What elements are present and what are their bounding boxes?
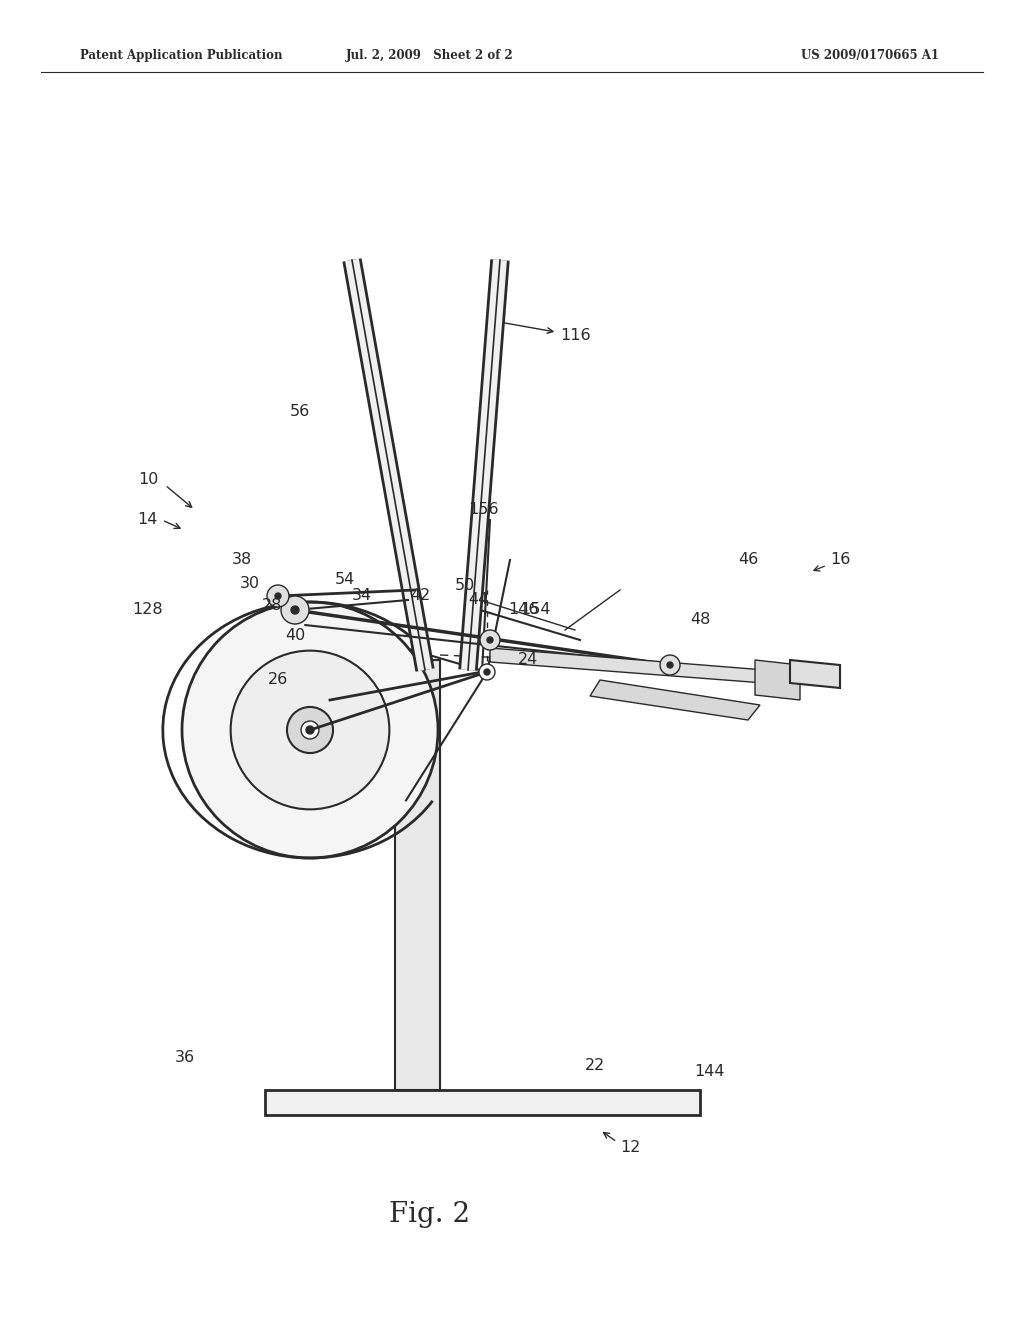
Text: 38: 38	[231, 553, 252, 568]
Circle shape	[660, 655, 680, 675]
Text: 30: 30	[240, 577, 260, 591]
Text: 14: 14	[137, 512, 158, 528]
Circle shape	[275, 593, 281, 599]
Text: 26: 26	[268, 672, 288, 688]
Polygon shape	[590, 680, 760, 719]
Circle shape	[182, 602, 438, 858]
Circle shape	[487, 638, 493, 643]
Text: 40: 40	[285, 627, 305, 643]
Text: 28: 28	[262, 598, 283, 612]
Text: 36: 36	[175, 1051, 195, 1065]
Text: Patent Application Publication: Patent Application Publication	[80, 49, 283, 62]
Text: 144: 144	[694, 1064, 725, 1080]
Polygon shape	[395, 660, 440, 1090]
Text: 50: 50	[455, 578, 475, 593]
Text: 128: 128	[133, 602, 163, 618]
Polygon shape	[790, 660, 840, 688]
Circle shape	[281, 597, 309, 624]
Circle shape	[230, 651, 389, 809]
Text: 56: 56	[290, 404, 310, 420]
Text: 16: 16	[814, 553, 850, 572]
Circle shape	[301, 721, 318, 739]
Text: 22: 22	[585, 1057, 605, 1072]
Text: 24: 24	[518, 652, 539, 668]
Circle shape	[484, 669, 490, 675]
Text: 12: 12	[620, 1140, 640, 1155]
Text: 48: 48	[690, 612, 711, 627]
Circle shape	[480, 630, 500, 649]
Circle shape	[667, 663, 673, 668]
Text: 146: 146	[508, 602, 539, 618]
Circle shape	[306, 726, 314, 734]
Text: Jul. 2, 2009   Sheet 2 of 2: Jul. 2, 2009 Sheet 2 of 2	[346, 49, 514, 62]
Text: 156: 156	[468, 503, 499, 517]
Polygon shape	[755, 660, 800, 700]
Polygon shape	[265, 1090, 700, 1115]
Text: 116: 116	[490, 321, 591, 343]
Circle shape	[287, 708, 333, 752]
Text: 34: 34	[352, 587, 372, 602]
Text: 44: 44	[468, 593, 488, 607]
Text: 154: 154	[520, 602, 550, 618]
Text: 54: 54	[335, 573, 355, 587]
Circle shape	[267, 585, 289, 607]
Text: 46: 46	[738, 553, 758, 568]
Polygon shape	[490, 648, 790, 685]
Circle shape	[479, 664, 495, 680]
Text: 42: 42	[410, 587, 430, 602]
Text: US 2009/0170665 A1: US 2009/0170665 A1	[801, 49, 939, 62]
Text: Fig. 2: Fig. 2	[389, 1201, 471, 1229]
Circle shape	[291, 606, 299, 614]
Text: 10: 10	[138, 473, 158, 487]
